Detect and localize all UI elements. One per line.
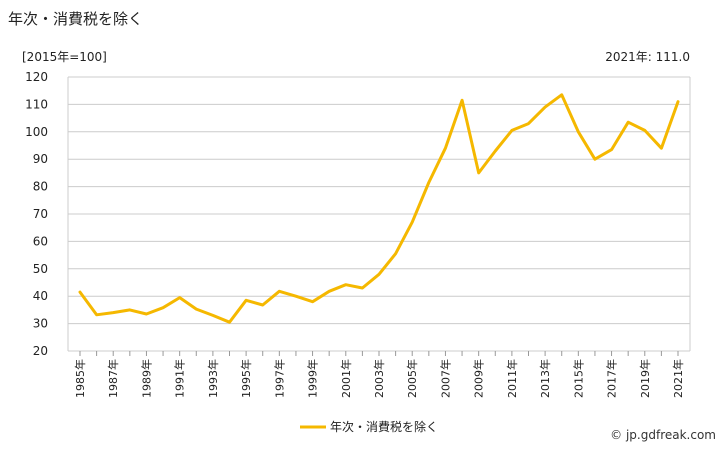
y-tick-label-60: 60 xyxy=(33,234,48,248)
y-tick-label-100: 100 xyxy=(25,125,48,139)
x-tick-label-2001: 2001年 xyxy=(339,359,353,398)
y-tick-label-50: 50 xyxy=(33,262,48,276)
series-line-0 xyxy=(78,93,680,324)
legend[interactable]: 年次・消費税を除く xyxy=(300,419,438,434)
source-credit: © jp.gdfreak.com xyxy=(610,428,716,442)
series-group xyxy=(78,93,680,324)
x-tick-label-2015: 2015年 xyxy=(571,359,585,398)
y-tick-label-40: 40 xyxy=(33,289,48,303)
x-tick-label-2013: 2013年 xyxy=(538,359,552,398)
x-tick-label-1999: 1999年 xyxy=(306,359,320,398)
x-tick-label-1997: 1997年 xyxy=(272,359,286,398)
y-tick-label-20: 20 xyxy=(33,344,48,358)
y-axis-ticks: 20 30 40 50 60 70 80 90 100 110 120 xyxy=(25,70,48,358)
x-tick-label-1989: 1989年 xyxy=(139,359,153,398)
x-tick-label-2021: 2021年 xyxy=(671,359,685,398)
x-tick-label-1987: 1987年 xyxy=(106,359,120,398)
x-tick-label-1991: 1991年 xyxy=(173,359,187,398)
unit-label: [2015年=100] xyxy=(22,50,107,64)
x-tick-label-2011: 2011年 xyxy=(505,359,519,398)
x-tick-label-2005: 2005年 xyxy=(405,359,419,398)
x-tick-label-2007: 2007年 xyxy=(438,359,452,398)
y-tick-label-70: 70 xyxy=(33,207,48,221)
y-tick-label-30: 30 xyxy=(33,317,48,331)
x-tick-label-2003: 2003年 xyxy=(372,359,386,398)
chart-title: 年次・消費税を除く xyxy=(8,10,144,28)
y-tick-label-110: 110 xyxy=(25,97,48,111)
x-tick-label-2019: 2019年 xyxy=(638,359,652,398)
x-tick-label-1985: 1985年 xyxy=(73,359,87,398)
legend-label: 年次・消費税を除く xyxy=(330,419,438,434)
x-tick-label-1995: 1995年 xyxy=(239,359,253,398)
latest-value-label: 2021年: 111.0 xyxy=(605,50,690,64)
x-axis-ticks: 1985年 1987年 1989年 1991年 1993年 1995年 1997年 1999年… xyxy=(73,351,685,398)
x-tick-label-1993: 1993年 xyxy=(206,359,220,398)
y-tick-label-80: 80 xyxy=(33,180,48,194)
x-tick-label-2009: 2009年 xyxy=(472,359,486,398)
y-tick-label-120: 120 xyxy=(25,70,48,84)
y-tick-label-90: 90 xyxy=(33,152,48,166)
x-tick-label-2017: 2017年 xyxy=(605,359,619,398)
